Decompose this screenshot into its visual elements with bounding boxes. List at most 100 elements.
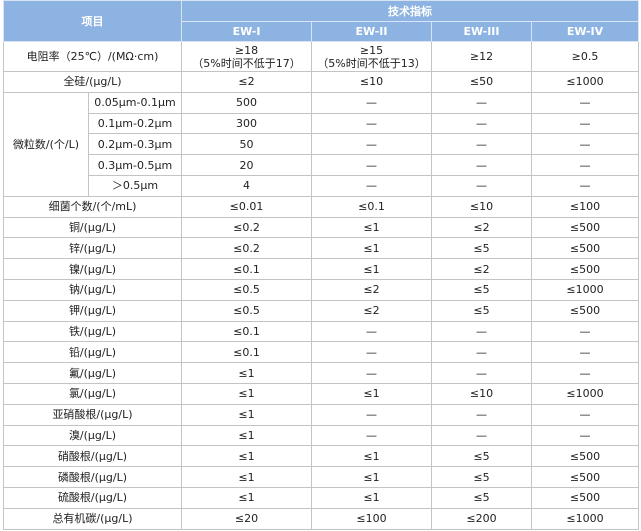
- row-label: 硝酸根/(μg/L): [3, 445, 182, 468]
- table-row-particles: ＞0.5μm 4— — —: [4, 174, 639, 197]
- row-label: 钠/(μg/L): [3, 278, 182, 301]
- cell: —: [431, 91, 532, 114]
- particle-range: 0.2μm-0.3μm: [88, 133, 182, 156]
- cell: ≤1: [311, 486, 432, 509]
- table-row: 铁/(μg/L) ≤0.1— — —: [3, 320, 639, 343]
- cell: —: [531, 174, 639, 197]
- cell: ≤0.1: [181, 258, 312, 280]
- cell: ≤10: [431, 382, 532, 405]
- cell: ≤0.5: [181, 299, 312, 322]
- cell: ≤2: [431, 258, 532, 280]
- cell: —: [431, 154, 532, 176]
- cell: —: [311, 341, 432, 364]
- cell: ≤1: [181, 362, 312, 384]
- cell: —: [431, 341, 532, 364]
- cell: —: [531, 341, 639, 364]
- cell: ≤0.5: [181, 278, 312, 301]
- cell: ≤500: [531, 216, 639, 239]
- row-label: 氯/(μg/L): [3, 382, 182, 405]
- table-row-particles: 0.1μm-0.2μm 300— — —: [4, 112, 639, 135]
- cell: ≤500: [531, 237, 639, 260]
- cell-note: （5%时间不低于17）: [192, 56, 301, 70]
- table-row: 磷酸根/(μg/L) ≤1 ≤1 ≤5 ≤500: [3, 466, 639, 488]
- row-label: 电阻率（25℃）/(MΩ·cm): [3, 41, 182, 72]
- cell: —: [531, 320, 639, 343]
- table-row-silicon: 全硅/(μg/L) ≤2 ≤10 ≤50 ≤1000: [3, 71, 639, 93]
- cell: ≤1: [181, 403, 312, 426]
- cell: ≤500: [531, 258, 639, 280]
- header-grade-1: EW-I: [181, 21, 312, 42]
- cell: ≤0.1: [181, 320, 312, 343]
- row-label: 细菌个数/(个/mL): [3, 195, 182, 218]
- cell: ≤1: [311, 445, 432, 468]
- cell: ≤5: [431, 466, 532, 488]
- table-row: 溴/(μg/L) ≤1— — —: [3, 424, 639, 447]
- cell: ≤5: [431, 237, 532, 260]
- cell: —: [431, 133, 532, 156]
- cell: 4: [181, 174, 312, 197]
- cell: ≤1: [311, 258, 432, 280]
- cell: ≤0.2: [181, 216, 312, 239]
- cell: ≥0.5: [531, 41, 639, 72]
- table-row-particles: 0.3μm-0.5μm 20— — —: [4, 154, 639, 176]
- header-item: 项目: [3, 0, 182, 42]
- table-body: 电阻率（25℃）/(MΩ·cm) ≥18 （5%时间不低于17） ≥15 （5%时间…: [3, 41, 639, 530]
- cell: ≤1: [311, 466, 432, 488]
- cell: 300: [181, 112, 312, 135]
- cell: ≤1: [311, 382, 432, 405]
- row-label: 氟/(μg/L): [3, 362, 182, 384]
- cell: ≤200: [431, 507, 532, 530]
- row-label: 溴/(μg/L): [3, 424, 182, 447]
- table-row: 钾/(μg/L) ≤0.5 ≤2 ≤5 ≤500: [3, 299, 639, 322]
- cell: ≤20: [181, 507, 312, 530]
- table-row: 铅/(μg/L) ≤0.1— — —: [3, 341, 639, 364]
- cell: —: [431, 112, 532, 135]
- cell: ≤2: [181, 71, 312, 93]
- cell: —: [431, 403, 532, 426]
- cell: ≤0.01: [181, 195, 312, 218]
- cell: ≤5: [431, 299, 532, 322]
- cell: ≤100: [311, 507, 432, 530]
- cell: ≤1: [181, 466, 312, 488]
- table-row: 氟/(μg/L) ≤1— — —: [3, 362, 639, 384]
- cell-note: （5%时间不低于13）: [317, 56, 426, 70]
- cell: —: [311, 362, 432, 384]
- row-label: 全硅/(μg/L): [3, 71, 182, 93]
- row-label: 总有机碳/(μg/L): [3, 507, 182, 530]
- table-row: 铜/(μg/L) ≤0.2 ≤1 ≤2 ≤500: [3, 216, 639, 239]
- particle-range: 0.3μm-0.5μm: [88, 154, 182, 176]
- row-label: 亚硝酸根/(μg/L): [3, 403, 182, 426]
- row-label: 铁/(μg/L): [3, 320, 182, 343]
- cell: —: [431, 174, 532, 197]
- header-grade-3: EW-III: [431, 21, 532, 42]
- cell: —: [311, 174, 432, 197]
- cell: —: [531, 362, 639, 384]
- cell: ≤5: [431, 486, 532, 509]
- cell: ≤2: [311, 278, 432, 301]
- cell: —: [311, 112, 432, 135]
- cell: ≤2: [311, 299, 432, 322]
- cell-main: ≥18: [234, 43, 259, 57]
- cell: —: [311, 320, 432, 343]
- water-quality-spec-table: 项目 技术指标 EW-I EW-II EW-III EW-IV 电阻率（25℃）…: [3, 0, 639, 530]
- cell: —: [311, 133, 432, 156]
- header-spec: 技术指标: [181, 0, 639, 22]
- cell: ≤5: [431, 445, 532, 468]
- row-label: 铅/(μg/L): [3, 341, 182, 364]
- row-label: 硫酸根/(μg/L): [3, 486, 182, 509]
- table-row: 氯/(μg/L) ≤1 ≤1 ≤10 ≤1000: [3, 382, 639, 405]
- table-row: 镍/(μg/L) ≤0.1 ≤1 ≤2 ≤500: [3, 258, 639, 280]
- table-row-resistivity: 电阻率（25℃）/(MΩ·cm) ≥18 （5%时间不低于17） ≥15 （5%时间…: [3, 41, 639, 72]
- header-grade-2: EW-II: [311, 21, 432, 42]
- cell: ≤0.2: [181, 237, 312, 260]
- table-row-particles: 微粒数/(个/L) 0.05μm-0.1μm 500— — —: [3, 91, 639, 197]
- cell: ≤1000: [531, 278, 639, 301]
- particle-range: 0.1μm-0.2μm: [88, 112, 182, 135]
- cell: 20: [181, 154, 312, 176]
- cell: 50: [181, 133, 312, 156]
- cell: ≤100: [531, 195, 639, 218]
- row-label: 微粒数/(个/L): [3, 91, 89, 197]
- cell: ≤10: [311, 71, 432, 93]
- cell: —: [531, 403, 639, 426]
- row-label: 钾/(μg/L): [3, 299, 182, 322]
